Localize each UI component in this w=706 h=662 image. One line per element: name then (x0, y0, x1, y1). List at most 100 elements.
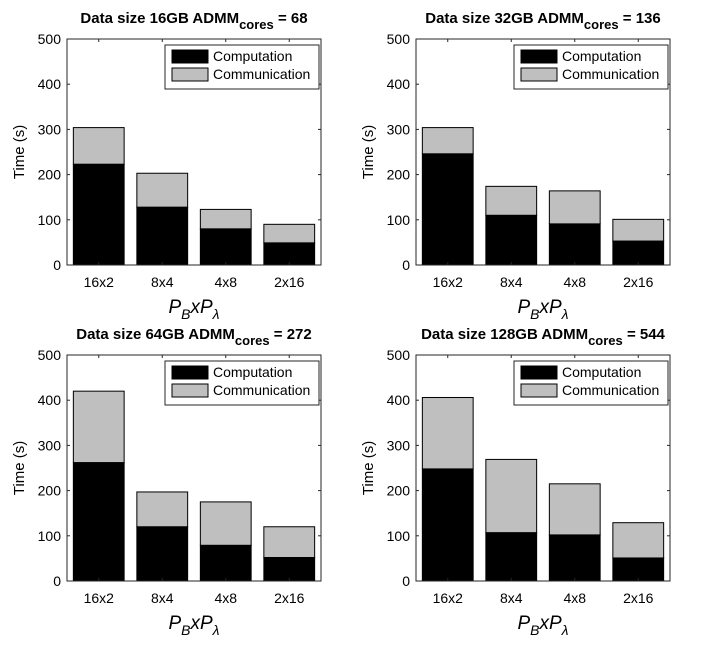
x-tick-label: 8x4 (500, 590, 523, 606)
y-tick-label: 200 (387, 167, 411, 183)
y-tick-label: 0 (53, 573, 61, 589)
x-tick-label: 16x2 (433, 590, 464, 606)
y-tick-label: 0 (402, 573, 410, 589)
chart-title-sub: cores (584, 17, 619, 32)
bar-communication-16x2 (72, 390, 125, 464)
x-tick-label: 16x2 (84, 590, 115, 606)
bar-computation-16x2 (421, 468, 474, 582)
x-axis-label-mid: xP (538, 613, 562, 634)
x-axis-label-sub2: λ (212, 622, 220, 638)
y-tick-label: 500 (387, 347, 411, 363)
y-tick-label: 100 (387, 212, 411, 228)
y-tick-label: 500 (387, 31, 411, 47)
y-tick-label: 300 (38, 121, 62, 137)
y-axis-label: Time (s) (360, 125, 377, 179)
x-axis-label-p1: P (168, 297, 181, 318)
bar-communication-8x4 (485, 458, 538, 534)
legend-label-computation: Computation (562, 364, 641, 380)
chart-title-tail: = 136 (619, 10, 661, 27)
bar-communication-4x8 (199, 501, 252, 546)
x-axis-label-mid: xP (189, 297, 213, 318)
legend-label-communication: Communication (213, 382, 310, 398)
y-tick-label: 100 (38, 212, 62, 228)
y-tick-label: 400 (38, 76, 62, 92)
x-axis-label-sub1: B (530, 622, 539, 638)
chart-title: Data size 16GB ADMMcores = 68 (80, 10, 307, 32)
bar-communication-16x2 (421, 127, 474, 155)
x-axis-label: PBxPλ (168, 613, 219, 638)
x-tick-label: 4x8 (563, 274, 586, 290)
legend-swatch-computation (520, 365, 558, 380)
x-axis-label-p1: P (168, 613, 181, 634)
y-tick-label: 400 (38, 392, 62, 408)
y-tick-label: 200 (387, 483, 411, 499)
chart-title: Data size 128GB ADMMcores = 544 (421, 326, 665, 348)
x-axis-label: PBxPλ (168, 297, 219, 322)
bar-computation-2x16 (612, 557, 665, 582)
y-tick-label: 300 (38, 437, 62, 453)
chart-panel-4: 0 100 200 300 400 500 16x2 8x4 4x8 2x16 Time (s) PB… (360, 326, 671, 638)
bar-computation-4x8 (199, 544, 252, 582)
x-axis-label-sub1: B (181, 306, 190, 322)
y-axis-label: Time (s) (11, 441, 28, 495)
bar-communication-16x2 (72, 127, 125, 165)
y-tick-label: 200 (38, 167, 62, 183)
legend-label-communication: Communication (213, 66, 310, 82)
y-tick-label: 0 (53, 257, 61, 273)
y-tick-label: 300 (387, 121, 411, 137)
x-axis-label-sub1: B (530, 306, 539, 322)
x-tick-label: 2x16 (623, 274, 654, 290)
bar-computation-2x16 (263, 556, 316, 582)
x-tick-label: 8x4 (151, 274, 174, 290)
legend-swatch-communication (171, 383, 209, 398)
x-axis-label-sub2: λ (561, 306, 569, 322)
bar-computation-4x8 (548, 223, 601, 266)
legend-swatch-computation (171, 49, 209, 64)
x-tick-label: 8x4 (151, 590, 174, 606)
chart-title: Data size 32GB ADMMcores = 136 (425, 10, 660, 32)
axes-frame (66, 354, 322, 582)
bar-computation-2x16 (263, 242, 316, 266)
x-axis-label-sub1: B (181, 622, 190, 638)
y-axis-label: Time (s) (360, 441, 377, 495)
x-tick-label: 8x4 (500, 274, 523, 290)
bar-communication-4x8 (548, 190, 601, 225)
x-tick-label: 2x16 (274, 590, 305, 606)
chart-title-sub: cores (588, 333, 623, 348)
x-axis-label-p1: P (517, 297, 530, 318)
bar-communication-2x16 (263, 526, 316, 558)
y-tick-label: 500 (38, 31, 62, 47)
legend-swatch-communication (520, 67, 558, 82)
chart-title-sub: cores (235, 333, 270, 348)
chart-title-main: Data size 16GB ADMM (80, 10, 239, 27)
bar-communication-8x4 (136, 491, 189, 528)
legend-label-communication: Communication (562, 66, 659, 82)
chart-panel-2: 0 100 200 300 400 500 16x2 8x4 4x8 2x16 Time (s) PB… (360, 10, 671, 322)
chart-title-main: Data size 128GB ADMM (421, 326, 588, 343)
legend-label-computation: Computation (213, 364, 292, 380)
bar-communication-8x4 (485, 185, 538, 216)
legend: Computation Communication (164, 360, 320, 406)
y-axis-label: Time (s) (11, 125, 28, 179)
bar-computation-2x16 (612, 240, 665, 266)
legend-label-computation: Computation (562, 48, 641, 64)
axes-frame (415, 354, 671, 582)
legend-swatch-computation (171, 365, 209, 380)
bar-communication-2x16 (612, 218, 665, 242)
axes-frame (415, 38, 671, 266)
x-axis-label-mid: xP (538, 297, 562, 318)
bar-computation-8x4 (136, 206, 189, 266)
chart-title-sub: cores (239, 17, 274, 32)
y-tick-label: 300 (387, 437, 411, 453)
legend-swatch-computation (520, 49, 558, 64)
y-tick-label: 500 (38, 347, 62, 363)
bar-computation-8x4 (485, 532, 538, 582)
x-tick-label: 4x8 (214, 274, 237, 290)
bar-communication-4x8 (548, 483, 601, 536)
legend: Computation Communication (513, 44, 669, 90)
chart-title-tail: = 272 (270, 326, 312, 343)
legend: Computation Communication (164, 44, 320, 90)
bar-computation-8x4 (485, 214, 538, 266)
x-axis-label-mid: xP (189, 613, 213, 634)
x-axis-label-p1: P (517, 613, 530, 634)
